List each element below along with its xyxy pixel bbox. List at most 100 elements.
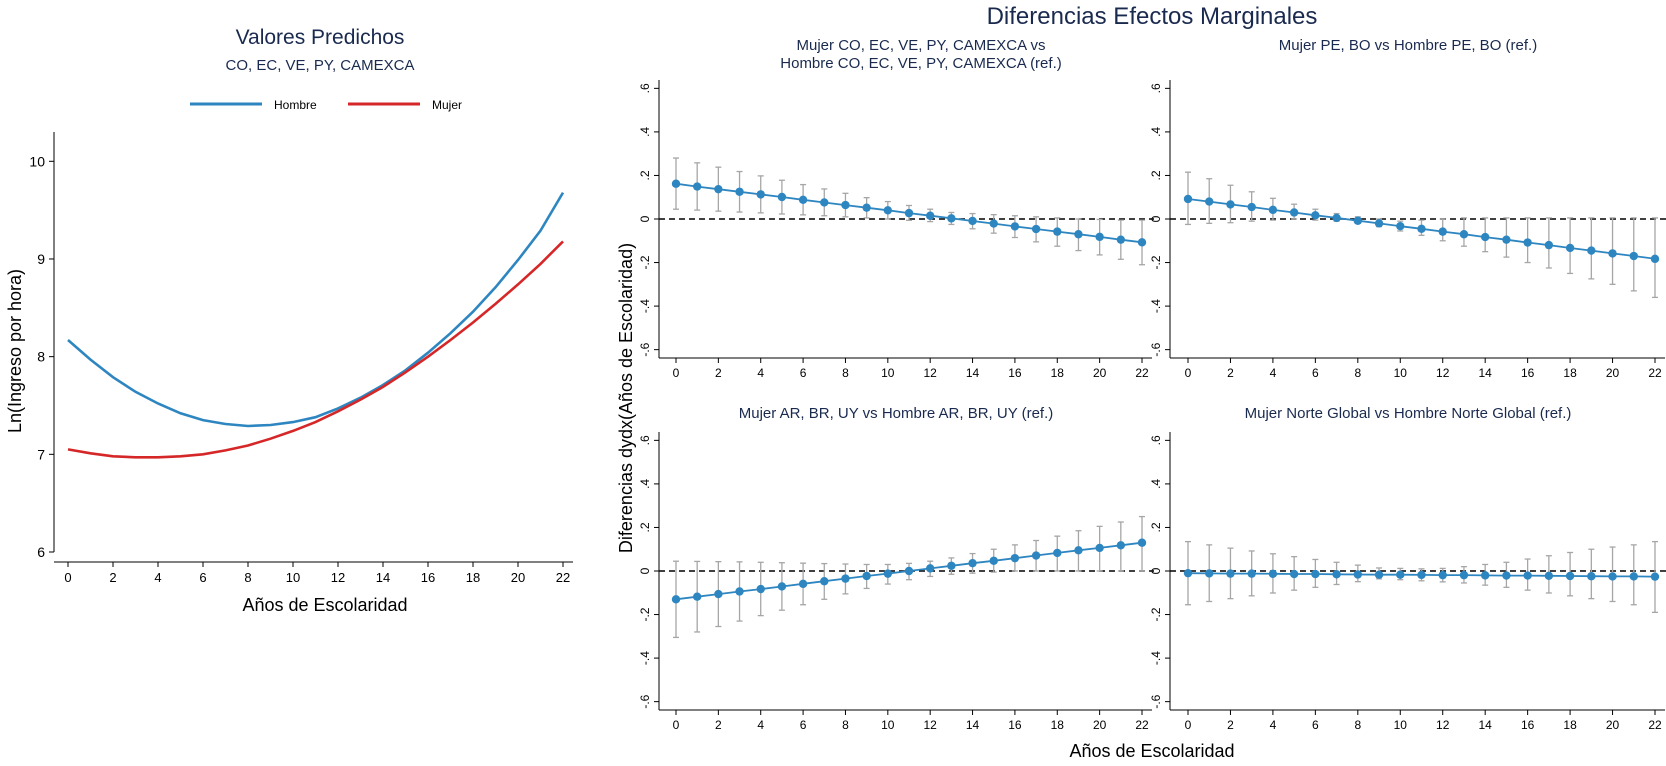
estimate-point <box>1480 232 1490 242</box>
estimate-point <box>989 556 998 565</box>
estimate-point <box>671 179 681 188</box>
estimate-point <box>1010 553 1020 563</box>
estimate-point <box>1137 538 1147 547</box>
estimate-point <box>925 564 935 573</box>
estimate-point <box>1502 571 1511 580</box>
panel-y-tick-label: .2 <box>1149 522 1163 532</box>
panel-y-tick-label: 0 <box>1149 215 1163 222</box>
estimate-point <box>1523 238 1532 247</box>
panel-y-tick-label: .4 <box>638 127 652 137</box>
panel-x-tick-label: 10 <box>881 718 895 732</box>
panel-x-tick-label: 10 <box>1394 718 1408 732</box>
left-y-tick-label: 8 <box>37 349 45 365</box>
estimate-point <box>1205 569 1214 578</box>
panel-y-tick-label: -.6 <box>638 342 652 356</box>
panel-x-tick-label: 14 <box>1479 718 1493 732</box>
panel-y-tick-label: .6 <box>638 435 652 445</box>
estimate-point <box>1116 541 1126 550</box>
series-line-hombre <box>67 191 565 428</box>
estimate-point <box>1074 546 1083 555</box>
shared-x-axis-label: Años de Escolaridad <box>1069 741 1234 761</box>
estimate-point <box>1587 572 1596 581</box>
panel-x-tick-label: 2 <box>715 718 722 732</box>
panel-x-tick-label: 12 <box>924 718 938 732</box>
panel-y-tick-label: .4 <box>638 479 652 489</box>
panel-y-tick-label: -.2 <box>1149 607 1163 621</box>
panel-x-tick-label: 8 <box>842 718 849 732</box>
estimate-point <box>692 182 702 191</box>
estimate-point <box>1523 571 1532 580</box>
panel-x-tick-label: 2 <box>715 366 722 380</box>
panel-x-tick-label: 4 <box>1270 718 1277 732</box>
panel-x-tick-label: 8 <box>1354 718 1361 732</box>
estimate-point <box>1053 227 1062 236</box>
left-y-tick-label: 7 <box>37 446 45 462</box>
panel-y-tick-label: .6 <box>1149 83 1163 93</box>
estimate-point <box>1396 221 1405 231</box>
left-x-tick-label: 22 <box>556 570 570 585</box>
panel-y-tick-label: -.2 <box>1149 255 1163 269</box>
left-y-tick-label: 9 <box>37 251 45 267</box>
panel-x-tick-label: 18 <box>1563 718 1577 732</box>
estimate-point <box>1417 570 1426 580</box>
panel-y-tick-label: .2 <box>1149 170 1163 180</box>
estimate-point <box>692 592 702 601</box>
estimate-point <box>947 561 956 570</box>
estimate-point <box>947 214 956 223</box>
left-chart-subtitle: CO, EC, VE, PY, CAMEXCA <box>226 57 415 74</box>
panel-x-tick-label: 16 <box>1521 718 1535 732</box>
shared-y-axis-label: Diferencias dydx(Años de Escolaridad) <box>616 243 636 553</box>
predicted-values-panel: Valores Predichos CO, EC, VE, PY, CAMEXC… <box>5 26 573 615</box>
legend: Hombre Mujer <box>190 98 462 112</box>
panel-y-tick-label: -.6 <box>638 694 652 708</box>
panel-title-4: Mujer Norte Global vs Hombre Norte Globa… <box>1245 405 1572 422</box>
estimate-point <box>925 211 935 220</box>
estimate-point <box>1332 570 1341 579</box>
panel-x-tick-label: 6 <box>1312 366 1319 380</box>
estimate-point <box>714 184 723 194</box>
marginal-panel-norte-global: -.6 -.4 -.2 0 .2 .4 .6 0 2 4 6 8 10 12 14 16 18 20 22 <box>1149 432 1666 732</box>
estimate-point <box>1459 570 1469 580</box>
left-x-tick-label: 16 <box>421 570 435 585</box>
estimate-point <box>1587 246 1596 255</box>
panel-x-tick-label: 18 <box>1051 718 1065 732</box>
panel-y-tick-label: -.2 <box>638 255 652 269</box>
panel-x-tick-label: 10 <box>881 366 895 380</box>
legend-label-mujer: Mujer <box>432 98 462 112</box>
estimate-point <box>1629 251 1638 261</box>
estimate-point <box>1544 571 1554 580</box>
panel-x-tick-label: 16 <box>1008 366 1022 380</box>
panel-x-tick-label: 22 <box>1648 718 1662 732</box>
marginal-effects-panels: Diferencias Efectos Marginales Diferenci… <box>616 3 1666 761</box>
left-plot-area: 6 7 8 9 10 0 2 4 6 8 10 12 14 16 18 20 22 <box>29 132 573 585</box>
estimate-point <box>904 566 914 576</box>
estimate-point <box>1311 569 1320 579</box>
estimate-point <box>1031 551 1041 560</box>
estimate-point <box>1502 235 1511 244</box>
estimate-point <box>1459 230 1469 239</box>
panel-title-2: Mujer PE, BO vs Hombre PE, BO (ref.) <box>1279 37 1537 54</box>
estimate-point <box>735 587 744 596</box>
estimate-point <box>1095 543 1104 553</box>
estimate-point <box>968 558 977 568</box>
estimate-point <box>989 219 998 228</box>
estimate-point <box>1031 224 1041 234</box>
estimate-point <box>1010 222 1020 231</box>
panel-x-tick-label: 14 <box>966 366 980 380</box>
estimate-point <box>1608 572 1617 581</box>
panel-x-tick-label: 12 <box>1436 366 1450 380</box>
estimate-point <box>1268 569 1278 579</box>
panel-x-tick-label: 8 <box>1354 366 1361 380</box>
estimate-point <box>820 577 829 586</box>
estimate-point <box>1332 213 1341 223</box>
panel-x-tick-label: 12 <box>1436 718 1450 732</box>
left-x-tick-label: 18 <box>466 570 480 585</box>
estimate-point <box>1374 570 1384 579</box>
panel-x-tick-label: 16 <box>1008 718 1022 732</box>
panel-x-tick-label: 12 <box>924 366 938 380</box>
left-y-axis-label: Ln(Ingreso por hora) <box>5 269 25 433</box>
estimate-point <box>777 192 787 202</box>
estimate-point <box>1374 219 1384 228</box>
panel-x-tick-label: 0 <box>673 366 680 380</box>
